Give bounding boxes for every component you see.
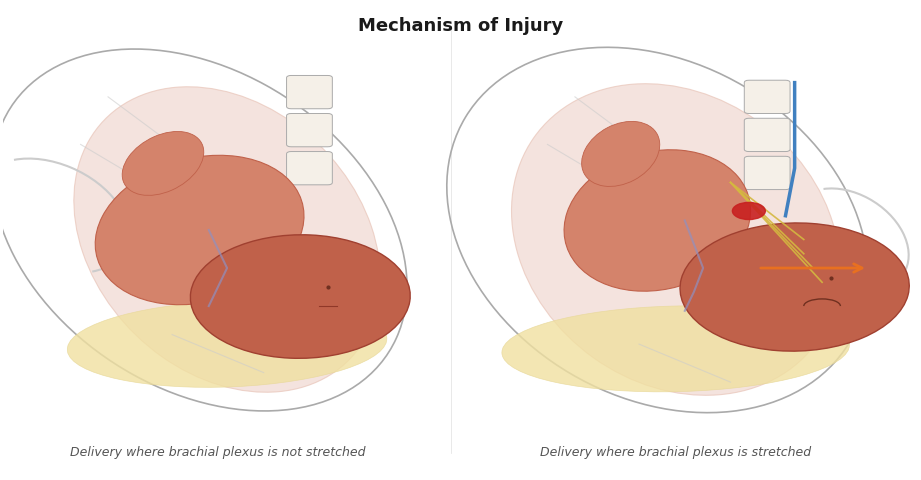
FancyBboxPatch shape [286,76,332,109]
Ellipse shape [582,122,659,187]
FancyBboxPatch shape [744,81,790,114]
FancyBboxPatch shape [286,114,332,147]
Text: Mechanism of Injury: Mechanism of Injury [358,17,563,35]
Ellipse shape [511,84,840,396]
Ellipse shape [95,156,304,305]
Ellipse shape [191,235,410,359]
Text: Delivery where brachial plexus is stretched: Delivery where brachial plexus is stretc… [540,444,811,457]
Ellipse shape [74,87,380,393]
Text: Delivery where brachial plexus is not stretched: Delivery where brachial plexus is not st… [70,444,366,457]
FancyBboxPatch shape [744,157,790,190]
FancyBboxPatch shape [744,119,790,152]
Ellipse shape [67,301,387,387]
FancyArrowPatch shape [128,204,170,248]
Ellipse shape [122,132,204,196]
Ellipse shape [564,150,751,291]
Ellipse shape [502,306,849,392]
Ellipse shape [680,224,909,351]
FancyBboxPatch shape [286,152,332,185]
Circle shape [732,203,765,220]
FancyArrowPatch shape [669,218,738,276]
